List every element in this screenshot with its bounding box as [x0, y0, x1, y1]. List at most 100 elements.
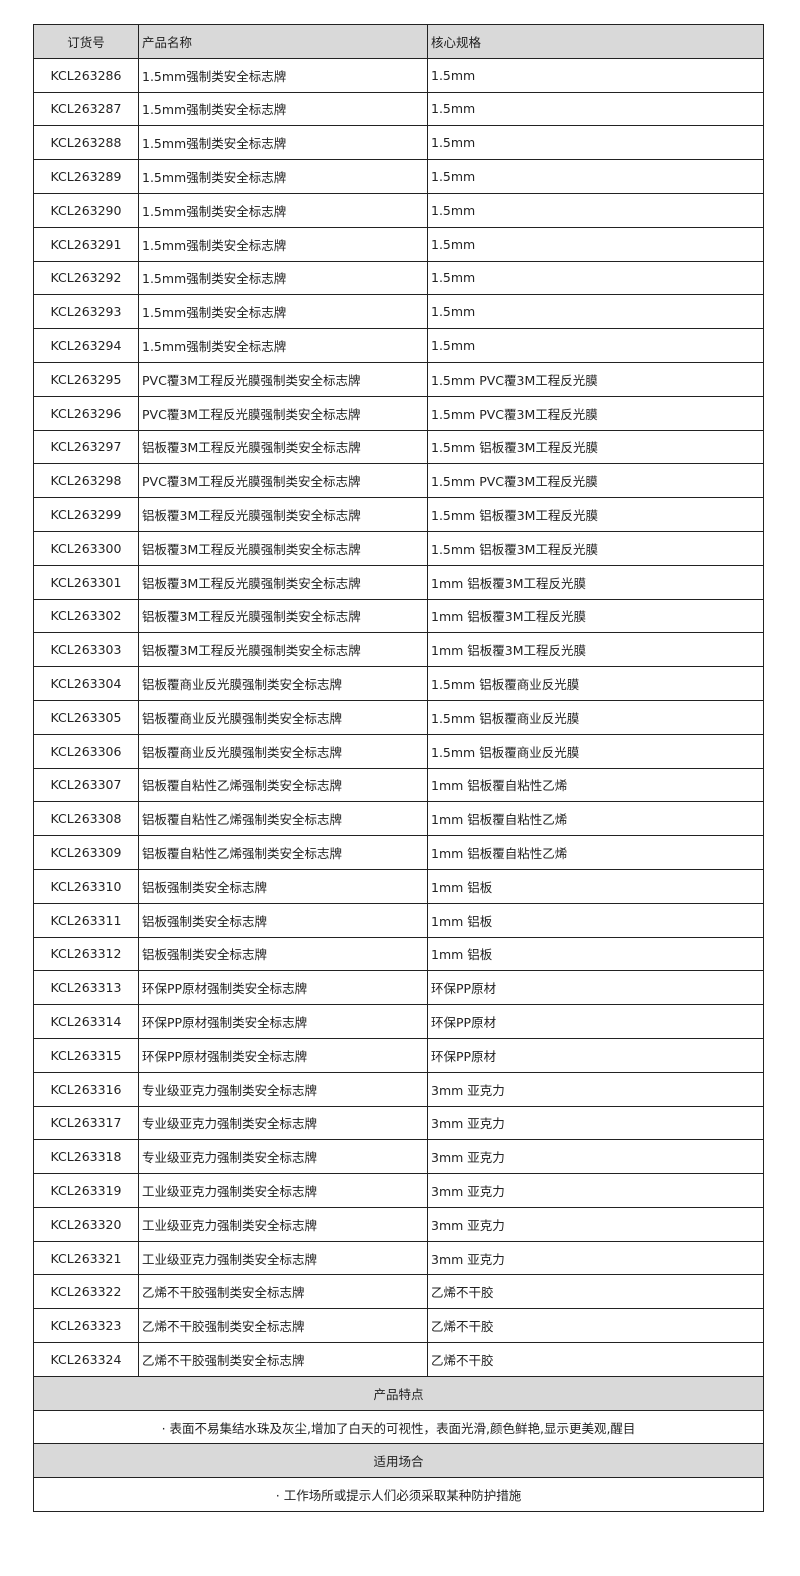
core-spec-cell: 乙烯不干胶 — [427, 1308, 764, 1344]
core-spec-cell: 1.5mm — [427, 57, 764, 93]
order-number-cell: KCL263324 — [33, 1342, 139, 1377]
core-spec-cell: 1.5mm PVC覆3M工程反光膜 — [427, 361, 764, 397]
header-core-spec: 核心规格 — [427, 24, 764, 59]
product-name-cell: 铝板覆自粘性乙烯强制类安全标志牌 — [138, 801, 428, 837]
order-number-cell: KCL263321 — [33, 1240, 139, 1276]
core-spec-cell: 3mm 亚克力 — [427, 1173, 764, 1208]
table-row: KCL263295 PVC覆3M工程反光膜强制类安全标志牌 1.5mm PVC覆3M… — [33, 361, 764, 397]
table-row: KCL263291 1.5mm强制类安全标志牌 1.5mm — [33, 226, 764, 262]
table-row: KCL263321 工业级亚克力强制类安全标志牌 3mm 亚克力 — [33, 1240, 764, 1276]
core-spec-cell: 3mm 亚克力 — [427, 1105, 764, 1141]
order-number-cell: KCL263302 — [33, 598, 139, 634]
core-spec-cell: 1.5mm — [427, 125, 764, 161]
table-row: KCL263304 铝板覆商业反光膜强制类安全标志牌 1.5mm 铝板覆商业反光膜 — [33, 666, 764, 701]
order-number-cell: KCL263293 — [33, 294, 139, 330]
core-spec-cell: 3mm 亚克力 — [427, 1071, 764, 1107]
product-name-cell: 1.5mm强制类安全标志牌 — [138, 260, 428, 296]
core-spec-cell: 1.5mm — [427, 192, 764, 228]
order-number-cell: KCL263287 — [33, 91, 139, 127]
order-number-cell: KCL263310 — [33, 868, 139, 904]
table-row: KCL263305 铝板覆商业反光膜强制类安全标志牌 1.5mm 铝板覆商业反光膜 — [33, 699, 764, 735]
core-spec-cell: 1.5mm — [427, 294, 764, 330]
order-number-cell: KCL263289 — [33, 159, 139, 194]
core-spec-cell: 1mm 铝板覆3M工程反光膜 — [427, 598, 764, 634]
features-text: · 表面不易集结水珠及灰尘,增加了白天的可视性，表面光滑,颜色鲜艳,显示更美观,… — [33, 1409, 764, 1445]
product-name-cell: 铝板覆3M工程反光膜强制类安全标志牌 — [138, 530, 428, 566]
order-number-cell: KCL263297 — [33, 429, 139, 465]
table-row: KCL263290 1.5mm强制类安全标志牌 1.5mm — [33, 192, 764, 228]
table-row: KCL263300 铝板覆3M工程反光膜强制类安全标志牌 1.5mm 铝板覆3M工程… — [33, 530, 764, 566]
order-number-cell: KCL263312 — [33, 936, 139, 972]
product-name-cell: 乙烯不干胶强制类安全标志牌 — [138, 1308, 428, 1344]
core-spec-cell: 乙烯不干胶 — [427, 1342, 764, 1377]
table-row: KCL263306 铝板覆商业反光膜强制类安全标志牌 1.5mm 铝板覆商业反光膜 — [33, 733, 764, 769]
order-number-cell: KCL263301 — [33, 564, 139, 600]
table-row: KCL263319 工业级亚克力强制类安全标志牌 3mm 亚克力 — [33, 1173, 764, 1208]
core-spec-cell: 1.5mm PVC覆3M工程反光膜 — [427, 463, 764, 499]
order-number-cell: KCL263307 — [33, 767, 139, 803]
product-name-cell: 1.5mm强制类安全标志牌 — [138, 294, 428, 330]
usage-title: 适用场合 — [33, 1443, 764, 1479]
order-number-cell: KCL263318 — [33, 1139, 139, 1175]
table-row: KCL263296 PVC覆3M工程反光膜强制类安全标志牌 1.5mm PVC覆3M… — [33, 395, 764, 431]
features-header-row: 产品特点 — [33, 1375, 764, 1411]
order-number-cell: KCL263323 — [33, 1308, 139, 1344]
table-row: KCL263292 1.5mm强制类安全标志牌 1.5mm — [33, 260, 764, 296]
table-row: KCL263299 铝板覆3M工程反光膜强制类安全标志牌 1.5mm 铝板覆3M工程… — [33, 497, 764, 532]
order-number-cell: KCL263309 — [33, 835, 139, 870]
product-name-cell: 1.5mm强制类安全标志牌 — [138, 125, 428, 161]
core-spec-cell: 1.5mm 铝板覆3M工程反光膜 — [427, 429, 764, 465]
order-number-cell: KCL263319 — [33, 1173, 139, 1208]
core-spec-cell: 1.5mm PVC覆3M工程反光膜 — [427, 395, 764, 431]
order-number-cell: KCL263298 — [33, 463, 139, 499]
core-spec-cell: 1mm 铝板覆3M工程反光膜 — [427, 564, 764, 600]
order-number-cell: KCL263303 — [33, 632, 139, 668]
table-row: KCL263315 环保PP原材强制类安全标志牌 环保PP原材 — [33, 1037, 764, 1073]
table-row: KCL263287 1.5mm强制类安全标志牌 1.5mm — [33, 91, 764, 127]
product-name-cell: PVC覆3M工程反光膜强制类安全标志牌 — [138, 463, 428, 499]
product-name-cell: 铝板覆3M工程反光膜强制类安全标志牌 — [138, 598, 428, 634]
order-number-cell: KCL263305 — [33, 699, 139, 735]
table-header-row: 订货号 产品名称 核心规格 — [33, 24, 764, 59]
order-number-cell: KCL263291 — [33, 226, 139, 262]
core-spec-cell: 1.5mm 铝板覆商业反光膜 — [427, 699, 764, 735]
order-number-cell: KCL263292 — [33, 260, 139, 296]
table-row: KCL263307 铝板覆自粘性乙烯强制类安全标志牌 1mm 铝板覆自粘性乙烯 — [33, 767, 764, 803]
order-number-cell: KCL263286 — [33, 57, 139, 93]
core-spec-cell: 1.5mm — [427, 328, 764, 363]
table-row: KCL263303 铝板覆3M工程反光膜强制类安全标志牌 1mm 铝板覆3M工程反光… — [33, 632, 764, 668]
core-spec-cell: 乙烯不干胶 — [427, 1274, 764, 1310]
order-number-cell: KCL263290 — [33, 192, 139, 228]
core-spec-cell: 1.5mm 铝板覆商业反光膜 — [427, 666, 764, 701]
table-row: KCL263313 环保PP原材强制类安全标志牌 环保PP原材 — [33, 970, 764, 1006]
product-name-cell: 工业级亚克力强制类安全标志牌 — [138, 1240, 428, 1276]
order-number-cell: KCL263316 — [33, 1071, 139, 1107]
table-row: KCL263310 铝板强制类安全标志牌 1mm 铝板 — [33, 868, 764, 904]
order-number-cell: KCL263294 — [33, 328, 139, 363]
product-name-cell: 环保PP原材强制类安全标志牌 — [138, 970, 428, 1006]
core-spec-cell: 3mm 亚克力 — [427, 1139, 764, 1175]
order-number-cell: KCL263296 — [33, 395, 139, 431]
table-row: KCL263312 铝板强制类安全标志牌 1mm 铝板 — [33, 936, 764, 972]
order-number-cell: KCL263304 — [33, 666, 139, 701]
product-name-cell: 专业级亚克力强制类安全标志牌 — [138, 1139, 428, 1175]
table-row: KCL263286 1.5mm强制类安全标志牌 1.5mm — [33, 57, 764, 93]
table-row: KCL263289 1.5mm强制类安全标志牌 1.5mm — [33, 159, 764, 194]
core-spec-cell: 1.5mm 铝板覆商业反光膜 — [427, 733, 764, 769]
product-name-cell: 铝板覆3M工程反光膜强制类安全标志牌 — [138, 497, 428, 532]
table-row: KCL263293 1.5mm强制类安全标志牌 1.5mm — [33, 294, 764, 330]
product-name-cell: 铝板覆3M工程反光膜强制类安全标志牌 — [138, 564, 428, 600]
features-title: 产品特点 — [33, 1375, 764, 1411]
table-row: KCL263324 乙烯不干胶强制类安全标志牌 乙烯不干胶 — [33, 1342, 764, 1377]
product-name-cell: 1.5mm强制类安全标志牌 — [138, 328, 428, 363]
product-name-cell: 1.5mm强制类安全标志牌 — [138, 159, 428, 194]
product-name-cell: 铝板覆3M工程反光膜强制类安全标志牌 — [138, 632, 428, 668]
table-row: KCL263301 铝板覆3M工程反光膜强制类安全标志牌 1mm 铝板覆3M工程反光… — [33, 564, 764, 600]
usage-text-row: · 工作场所或提示人们必须采取某种防护措施 — [33, 1477, 764, 1513]
product-name-cell: 铝板强制类安全标志牌 — [138, 902, 428, 938]
order-number-cell: KCL263288 — [33, 125, 139, 161]
table-row: KCL263298 PVC覆3M工程反光膜强制类安全标志牌 1.5mm PVC覆3M… — [33, 463, 764, 499]
product-name-cell: 工业级亚克力强制类安全标志牌 — [138, 1173, 428, 1208]
usage-text: · 工作场所或提示人们必须采取某种防护措施 — [33, 1477, 764, 1513]
order-number-cell: KCL263322 — [33, 1274, 139, 1310]
